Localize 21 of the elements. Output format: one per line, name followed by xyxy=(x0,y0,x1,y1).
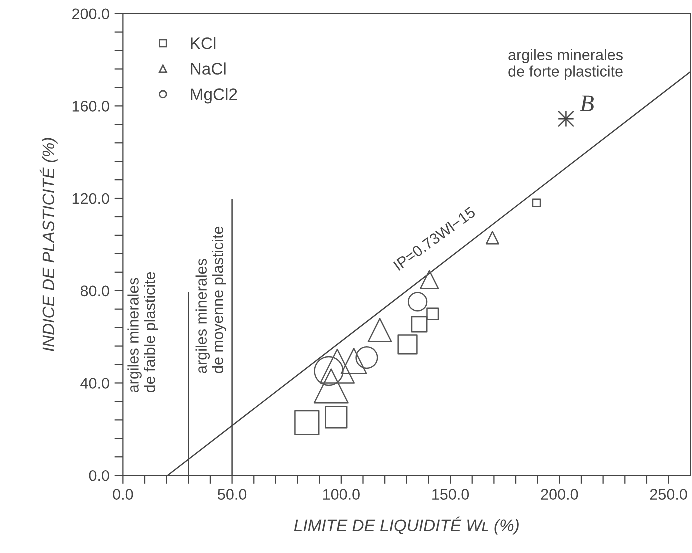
annotation: B xyxy=(580,96,594,112)
x-tick-label: 200.0 xyxy=(541,489,578,500)
x-axis-title: LIMITE DE LIQUIDITÉ Wʟ (%) xyxy=(294,516,519,535)
y-tick-label: 0.0 xyxy=(89,470,110,482)
annotation: argiles minerales de moyenne plasticite xyxy=(196,226,226,374)
y-tick-label: 80.0 xyxy=(80,286,110,297)
legend-label: KCl xyxy=(191,37,216,50)
legend-label: MgCl2 xyxy=(191,88,238,104)
y-tick-label: 120.0 xyxy=(72,193,110,204)
y-tick-label: 160.0 xyxy=(72,101,110,112)
x-tick-label: 50.0 xyxy=(218,489,247,500)
x-tick-label: 0.0 xyxy=(113,489,134,500)
x-tick-label: 250.0 xyxy=(650,489,688,500)
y-tick-label: 200.0 xyxy=(72,8,110,20)
y-tick-label: 40.0 xyxy=(80,378,110,389)
y-axis-title: INDICE DE PLASTICITÉ (%) xyxy=(40,138,58,352)
annotation: argiles minerales de faible plasticite xyxy=(128,272,158,393)
legend-label: NaCl xyxy=(191,62,226,75)
annotation: argiles minerales de forte plasticite xyxy=(508,49,623,80)
x-tick-label: 150.0 xyxy=(432,489,470,500)
x-tick-label: 100.0 xyxy=(323,489,360,500)
